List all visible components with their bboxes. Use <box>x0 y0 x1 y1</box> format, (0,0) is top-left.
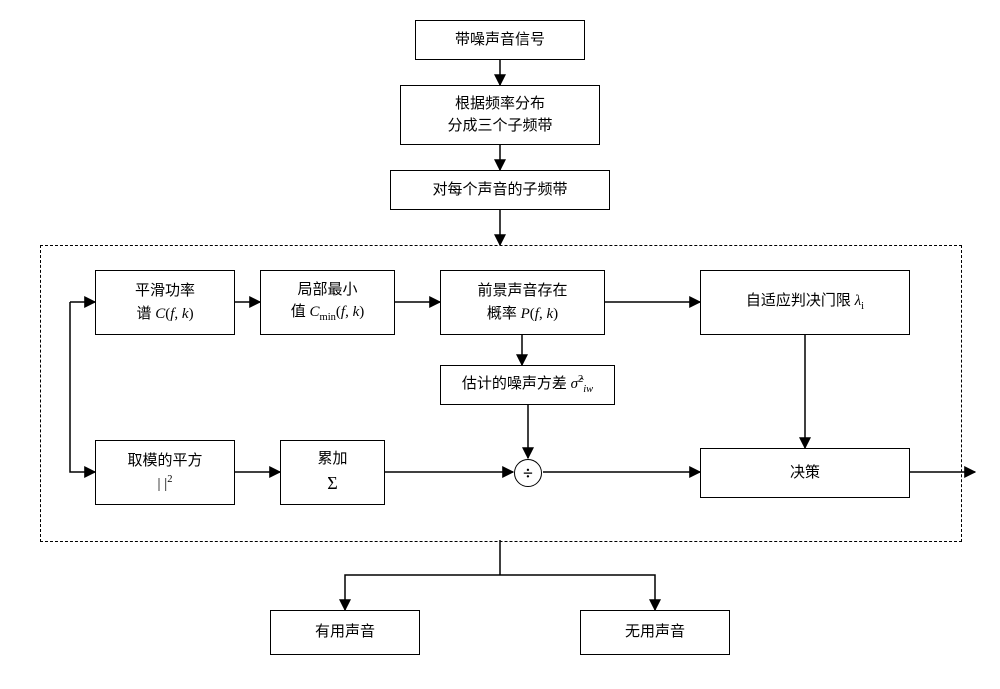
box-useful-sound: 有用声音 <box>270 610 420 655</box>
label-line1: 根据频率分布 <box>455 93 545 116</box>
label-formula: | |2 <box>157 472 172 496</box>
box-each-subband: 对每个声音的子频带 <box>390 170 610 210</box>
label-line1: 局部最小 <box>297 279 357 302</box>
label-formula: 概率 P(f, k) <box>487 303 558 326</box>
label-formula: 谱 C(f, k) <box>136 303 193 326</box>
label-formula: 值 Cmin(f, k) <box>291 301 364 326</box>
label-line1: 累加 <box>317 448 347 471</box>
label-line1: 平滑功率 <box>135 280 195 303</box>
label-line1: 取模的平方 <box>127 450 202 473</box>
label-formula: Σ <box>327 470 337 497</box>
label-formula: 估计的噪声方差 σ̂2iw <box>462 372 593 398</box>
box-decision: 决策 <box>700 448 910 498</box>
label: 有用声音 <box>315 621 375 644</box>
box-split-subbands: 根据频率分布 分成三个子频带 <box>400 85 600 145</box>
box-mod-squared: 取模的平方 | |2 <box>95 440 235 505</box>
box-foreground-prob: 前景声音存在 概率 P(f, k) <box>440 270 605 335</box>
label: 无用声音 <box>625 621 685 644</box>
divide-icon: ÷ <box>514 459 542 487</box>
box-smooth-power-spectrum: 平滑功率 谱 C(f, k) <box>95 270 235 335</box>
label: 对每个声音的子频带 <box>432 179 567 202</box>
box-input-signal: 带噪声音信号 <box>415 20 585 60</box>
box-accumulate: 累加 Σ <box>280 440 385 505</box>
label-formula: 自适应判决门限 λi <box>746 290 864 315</box>
label: 带噪声音信号 <box>455 29 545 52</box>
box-local-minimum: 局部最小 值 Cmin(f, k) <box>260 270 395 335</box>
label-line2: 分成三个子频带 <box>447 115 552 138</box>
box-noise-variance-est: 估计的噪声方差 σ̂2iw <box>440 365 615 405</box>
label: 决策 <box>790 462 820 485</box>
box-adaptive-threshold: 自适应判决门限 λi <box>700 270 910 335</box>
label-line1: 前景声音存在 <box>477 280 567 303</box>
box-useless-sound: 无用声音 <box>580 610 730 655</box>
op-divide: ÷ <box>513 458 543 488</box>
